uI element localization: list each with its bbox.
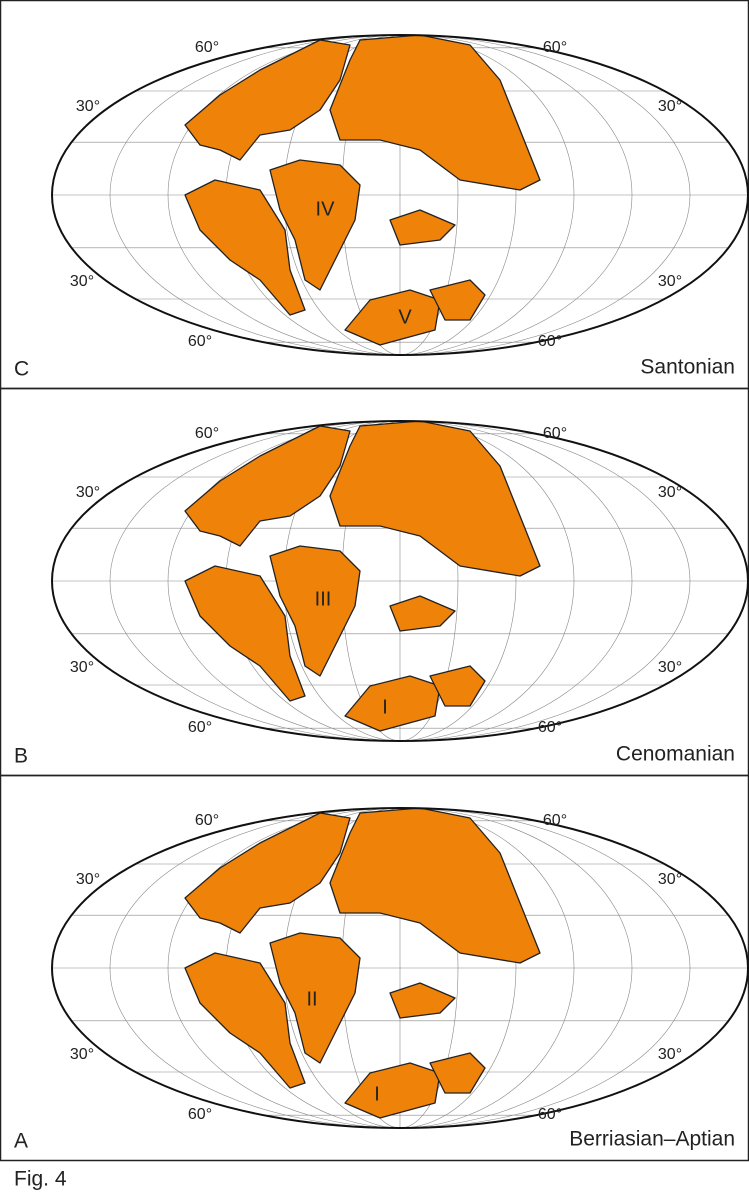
continents (184, 34, 541, 346)
latitude-label: 60° (538, 1106, 562, 1123)
latitude-label: 60° (538, 719, 562, 736)
map-outline (51, 420, 749, 742)
latitude-label: 30° (658, 273, 682, 290)
latitude-label: 60° (543, 39, 567, 56)
latitude-label: 30° (658, 871, 682, 888)
stage-name: Santonian (640, 356, 735, 379)
latitude-label: 30° (658, 659, 682, 676)
map-outline (51, 34, 749, 356)
latitude-label: 30° (70, 273, 94, 290)
panel-letter: C (14, 358, 29, 381)
continent-label: V (398, 306, 412, 328)
stage-name: Berriasian–Aptian (569, 1128, 735, 1151)
panel-letter: B (14, 745, 28, 768)
continent-label: II (306, 988, 317, 1010)
latitude-label: 60° (543, 812, 567, 829)
latitude-label: 30° (70, 1046, 94, 1063)
panel-letter: A (14, 1130, 28, 1153)
latitude-label: 60° (188, 719, 212, 736)
latitude-label: 30° (658, 1046, 682, 1063)
continent-label: I (382, 696, 388, 718)
continents (184, 420, 541, 732)
continent-label: IV (316, 198, 336, 220)
latitude-label: 60° (195, 812, 219, 829)
latitude-label: 60° (195, 39, 219, 56)
latitude-label: 30° (76, 871, 100, 888)
latitude-label: 60° (188, 1106, 212, 1123)
continents (184, 807, 541, 1119)
latitude-label: 60° (195, 425, 219, 442)
figure-caption: Fig. 4 (14, 1168, 67, 1191)
latitude-label: 60° (538, 333, 562, 350)
stage-name: Cenomanian (616, 743, 735, 766)
latitude-label: 30° (658, 484, 682, 501)
latitude-label: 30° (76, 98, 100, 115)
map-outline (51, 807, 749, 1129)
latitude-label: 30° (70, 659, 94, 676)
continent-label: III (315, 588, 332, 610)
latitude-label: 30° (76, 484, 100, 501)
latitude-label: 30° (658, 98, 682, 115)
map-panel: 60° 60° 30° 30° 30° 30° 60° 60° IV V C Santonian (0, 0, 749, 390)
continent-label: I (374, 1083, 380, 1105)
latitude-label: 60° (543, 425, 567, 442)
latitude-label: 60° (188, 333, 212, 350)
